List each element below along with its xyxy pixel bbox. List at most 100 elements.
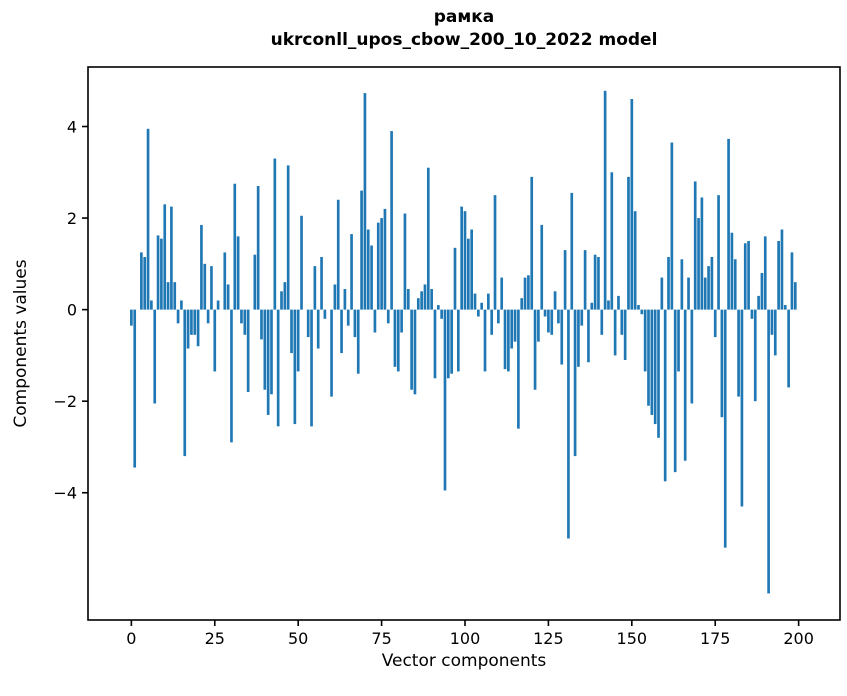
x-tick-label: 25: [205, 629, 225, 648]
bar: [413, 309, 417, 395]
bar: [700, 197, 704, 310]
bar: [600, 309, 604, 335]
axes-spines: [87, 66, 841, 621]
bar: [627, 176, 630, 310]
bar: [376, 222, 380, 310]
bar: [590, 302, 594, 310]
bar: [353, 309, 357, 338]
bar: [346, 309, 350, 326]
bar: [713, 309, 717, 338]
bar: [743, 243, 747, 310]
bar: [510, 309, 514, 349]
bar: [173, 282, 177, 310]
bar: [663, 309, 667, 482]
bar: [253, 254, 257, 310]
bar: [460, 206, 463, 310]
bar: [183, 309, 187, 457]
bar: [213, 309, 217, 372]
bar: [483, 309, 487, 372]
bar: [403, 213, 407, 310]
bar: [767, 309, 770, 594]
bar: [503, 309, 507, 370]
bar: [370, 245, 373, 310]
bar: [390, 131, 393, 310]
bar: [226, 284, 230, 310]
bar: [156, 235, 160, 310]
bar: [410, 309, 413, 390]
bar: [453, 247, 457, 310]
bar: [717, 195, 720, 310]
bar: [310, 309, 313, 427]
bar: [276, 309, 280, 427]
x-tick-label: 50: [288, 629, 308, 648]
bar: [176, 309, 180, 324]
bar: [133, 309, 137, 468]
bar: [607, 300, 610, 310]
bar: [433, 309, 437, 379]
bar: [456, 309, 460, 372]
x-tick-label: 175: [700, 629, 731, 648]
bar: [610, 172, 614, 310]
x-tick-label: 125: [533, 629, 564, 648]
bar: [233, 183, 237, 310]
bar: [206, 309, 210, 324]
x-tick-label: 0: [126, 629, 136, 648]
bar: [727, 138, 730, 310]
bar: [316, 309, 320, 349]
bar: [763, 236, 767, 310]
bar: [236, 236, 240, 310]
bar: [203, 263, 207, 310]
bar: [273, 158, 277, 310]
bar: [580, 309, 584, 326]
bar: [290, 309, 293, 354]
bar: [423, 284, 427, 310]
bar: [300, 215, 303, 310]
bar: [760, 273, 764, 310]
bar: [343, 289, 347, 310]
bar: [753, 309, 757, 402]
bar: [677, 309, 680, 372]
bar: [553, 291, 557, 310]
bar: [450, 309, 453, 374]
bar: [440, 309, 443, 319]
bar: [520, 298, 524, 310]
bar: [196, 309, 200, 347]
bar: [547, 309, 550, 333]
bar: [787, 309, 790, 388]
bar: [793, 282, 797, 310]
bar: [680, 259, 684, 310]
bar: [740, 309, 744, 507]
bar: [186, 309, 190, 349]
bar: [643, 309, 647, 372]
bar: [710, 256, 714, 310]
bars-group: [130, 90, 797, 594]
bar: [190, 309, 193, 335]
bar: [750, 309, 754, 319]
bar: [256, 186, 260, 310]
bar: [507, 309, 510, 372]
bar: [166, 282, 170, 310]
bar: [443, 309, 447, 491]
bar: [533, 309, 537, 390]
x-tick-label: 200: [783, 629, 814, 648]
bar: [180, 300, 183, 310]
bar: [200, 224, 203, 310]
bar: [660, 277, 664, 310]
chart-title-line2: ukrconll_upos_cbow_200_10_2022 model: [271, 30, 658, 50]
y-axis-label: Components values: [11, 259, 31, 427]
bar: [150, 300, 153, 310]
bar: [497, 309, 500, 324]
bar: [266, 309, 270, 415]
bar: [436, 305, 440, 310]
bar: [480, 302, 484, 310]
bar: [246, 309, 250, 393]
bar: [356, 309, 360, 374]
y-tick-label: −4: [53, 484, 77, 503]
bar: [790, 252, 794, 310]
bar: [160, 238, 163, 310]
bar: [193, 309, 197, 335]
bar: [143, 256, 147, 310]
bar: [617, 295, 620, 310]
bar: [577, 309, 580, 367]
bar: [783, 305, 787, 310]
